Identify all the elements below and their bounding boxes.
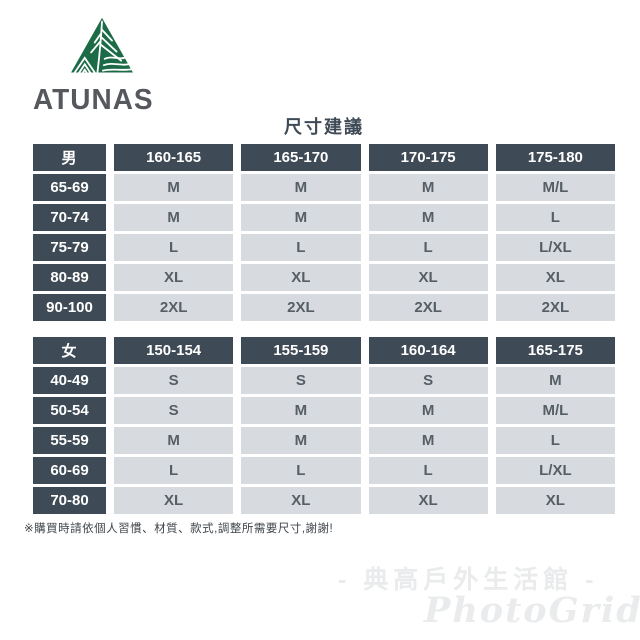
women-column-header: 160-164 — [368, 337, 488, 364]
size-cell: XL — [114, 264, 234, 291]
size-cell: L — [495, 427, 615, 454]
size-cell: M — [368, 174, 488, 201]
women-size-table: 女 150-154 155-159 160-164 165-175 40-49 … — [33, 337, 615, 514]
women-row-label: 70-80 — [33, 487, 106, 514]
men-column-header: 160-165 — [114, 144, 234, 171]
size-cell: M — [241, 427, 361, 454]
size-cell: S — [114, 367, 234, 394]
size-cell: XL — [114, 487, 234, 514]
size-cell: M/L — [495, 174, 615, 201]
size-cell: S — [368, 367, 488, 394]
triangle-leaf-icon — [71, 17, 135, 74]
size-cell: L — [241, 457, 361, 484]
size-cell: L — [495, 204, 615, 231]
size-cell: M — [241, 204, 361, 231]
men-row-label: 65-69 — [33, 174, 106, 201]
size-cell: L — [114, 457, 234, 484]
page-title: 尺寸建議 — [284, 117, 364, 137]
men-row-label: 75-79 — [33, 234, 106, 261]
store-watermark: - 典高戶外生活館 - — [338, 566, 599, 594]
size-cell: S — [241, 367, 361, 394]
size-cell: XL — [241, 264, 361, 291]
size-cell: XL — [241, 487, 361, 514]
women-column-header: 165-175 — [495, 337, 615, 364]
size-cell: XL — [368, 487, 488, 514]
size-cell: L — [241, 234, 361, 261]
size-cell: XL — [495, 264, 615, 291]
men-row-label: 90-100 — [33, 294, 106, 321]
men-row-label: 80-89 — [33, 264, 106, 291]
size-cell: L — [114, 234, 234, 261]
women-row-label: 60-69 — [33, 457, 106, 484]
size-cell: 2XL — [241, 294, 361, 321]
size-cell: 2XL — [368, 294, 488, 321]
size-cell: M — [114, 204, 234, 231]
size-cell: L/XL — [495, 457, 615, 484]
size-cell: M — [368, 427, 488, 454]
men-corner-label: 男 — [33, 144, 106, 171]
purchase-footnote: ※購買時請依個人習慣、材質、款式,調整所需要尺寸,謝謝! — [24, 523, 334, 535]
women-row-label: 55-59 — [33, 427, 106, 454]
size-cell: M — [368, 204, 488, 231]
women-row-label: 50-54 — [33, 397, 106, 424]
size-cell: S — [114, 397, 234, 424]
size-cell: M/L — [495, 397, 615, 424]
size-cell: M — [241, 397, 361, 424]
men-row-label: 70-74 — [33, 204, 106, 231]
photogrid-watermark: PhotoGrid — [424, 590, 640, 631]
women-corner-label: 女 — [33, 337, 106, 364]
size-cell: XL — [368, 264, 488, 291]
size-cell: M — [495, 367, 615, 394]
men-column-header: 165-170 — [241, 144, 361, 171]
men-size-table: 男 160-165 165-170 170-175 175-180 65-69 … — [33, 144, 615, 321]
men-column-header: 170-175 — [368, 144, 488, 171]
size-cell: M — [368, 397, 488, 424]
size-cell: XL — [495, 487, 615, 514]
size-cell: L — [368, 457, 488, 484]
women-row-label: 40-49 — [33, 367, 106, 394]
size-cell: M — [114, 174, 234, 201]
size-cell: L/XL — [495, 234, 615, 261]
women-column-header: 150-154 — [114, 337, 234, 364]
women-column-header: 155-159 — [241, 337, 361, 364]
size-cell: M — [114, 427, 234, 454]
brand-wordmark: ATUNAS — [33, 83, 154, 116]
men-column-header: 175-180 — [495, 144, 615, 171]
size-cell: 2XL — [495, 294, 615, 321]
size-cell: M — [241, 174, 361, 201]
size-cell: 2XL — [114, 294, 234, 321]
size-cell: L — [368, 234, 488, 261]
